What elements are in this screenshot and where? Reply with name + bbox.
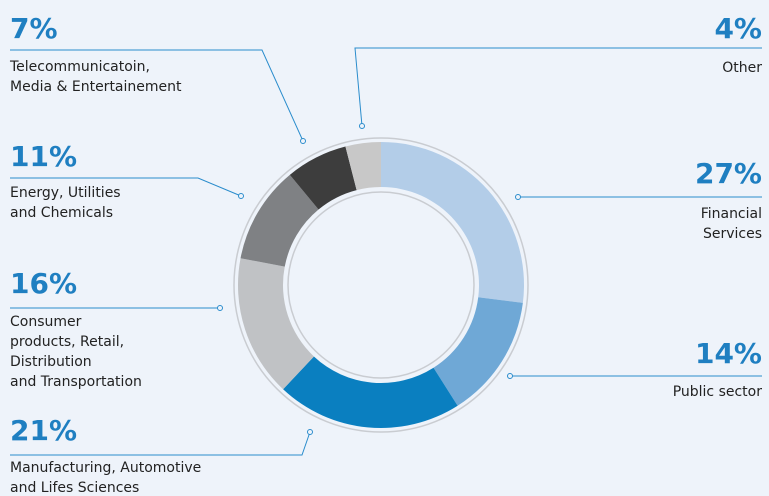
leader-dot [359,123,365,129]
percent-label: 27% [695,157,762,190]
donut-segment [433,297,523,406]
category-label: Other [722,60,762,76]
donut-segment [240,174,319,267]
category-label: Energy, Utilities [10,185,121,201]
category-label: products, Retail, [10,334,124,350]
leader-line [354,47,762,127]
category-label: and Chemicals [10,205,113,221]
leader-line [10,431,311,456]
leader-dot [300,138,306,144]
category-label: Services [703,226,762,242]
donut-segment [381,142,524,303]
leader-dot [307,429,313,435]
category-label: Telecommunicatoin, [9,59,150,75]
ring-inner-outline [287,191,475,379]
category-label: Distribution [10,354,92,370]
leader-dot [515,194,521,200]
leader-dot [217,305,223,311]
leader-dot [238,193,244,199]
percent-label: 14% [695,337,762,370]
donut-segment [283,356,458,428]
leader-line [10,177,242,197]
donut-segment [345,142,381,191]
percent-label: 16% [10,267,77,300]
percent-label: 21% [10,414,77,447]
ring-outline [233,137,529,433]
category-label: Media & Entertainement [10,79,182,95]
donut-segment [289,146,357,210]
percent-label: 11% [10,140,77,173]
percent-label: 7% [10,12,58,45]
category-label: and Lifes Sciences [10,480,139,496]
percent-label: 4% [714,12,762,45]
category-label: and Transportation [10,374,142,390]
donut-segment [238,258,314,390]
category-label: Financial [701,206,762,222]
category-label: Manufacturing, Automotive [10,460,201,476]
leader-line [10,49,304,142]
category-label: Consumer [10,314,82,330]
category-label: Public sector [673,384,763,400]
leader-dot [507,373,513,379]
